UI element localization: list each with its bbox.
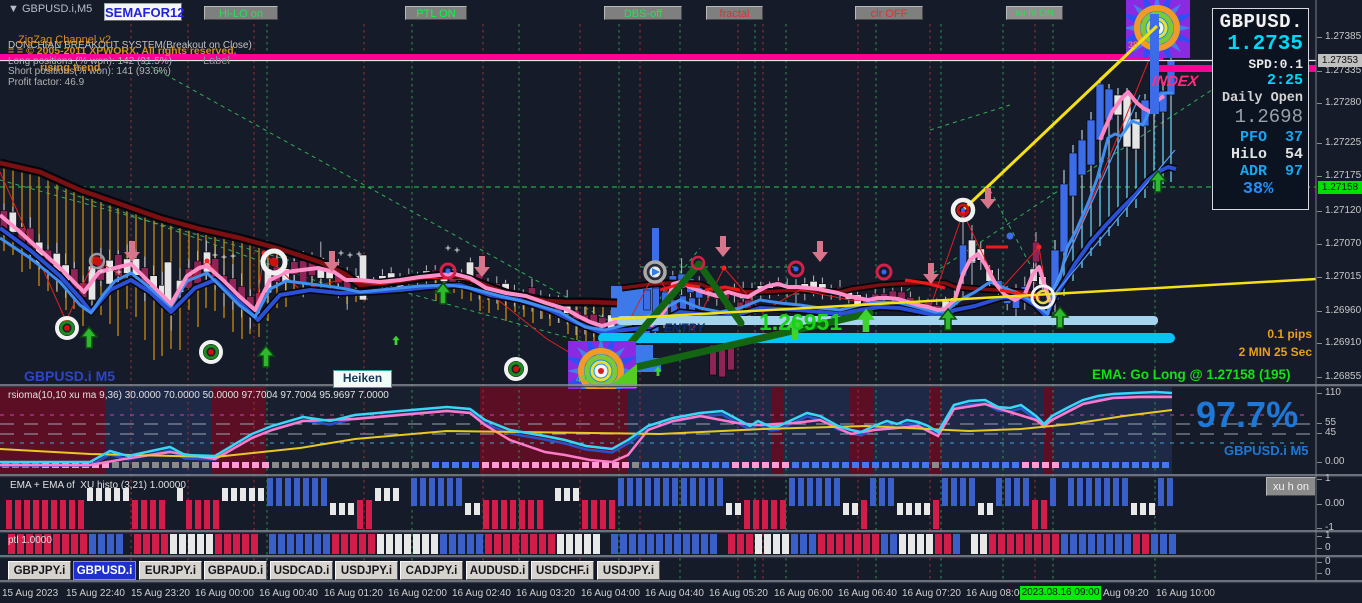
svg-text:436: 436 (576, 374, 591, 384)
svg-text:38: 38 (1128, 40, 1138, 50)
